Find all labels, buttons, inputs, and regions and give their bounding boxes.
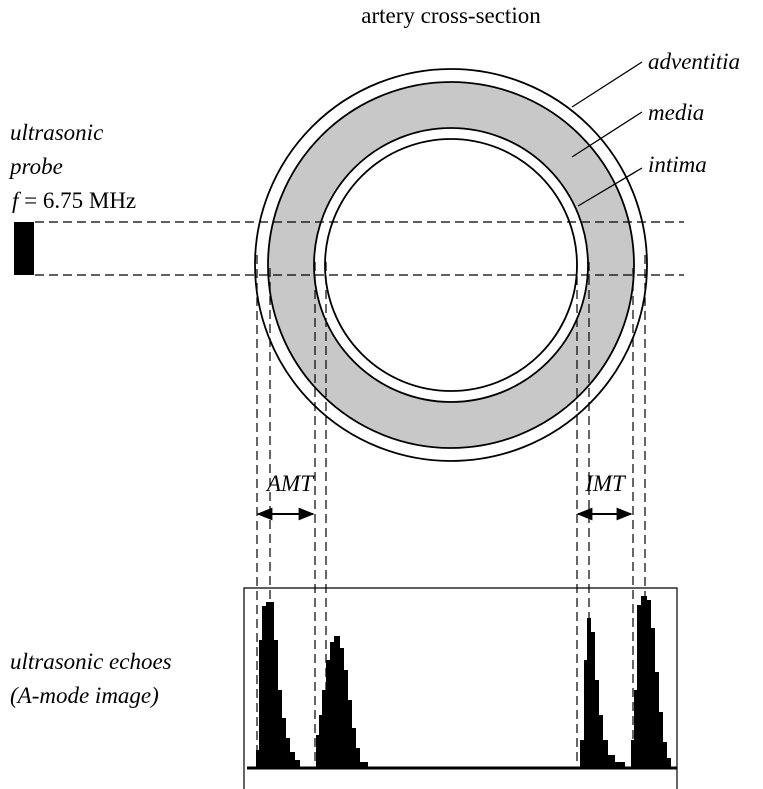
amt-label: AMT [265,471,315,496]
probe-label: ultrasonic [10,120,103,145]
echo-peaks [256,596,671,768]
intima-label: intima [648,152,707,177]
diagram: artery cross-section adventitia media in… [0,0,763,789]
probe [14,222,34,275]
title: artery cross-section [361,3,541,28]
adventitia-label: adventitia [648,49,740,74]
frequency-symbol: f [12,188,22,213]
frequency: f = 6.75 MHz [12,188,136,213]
artery [255,69,647,461]
echoes-label: (A-mode image) [10,683,159,708]
frequency-text: = 6.75 MHz [24,188,136,213]
media-label: media [648,100,704,125]
echoes-label: ultrasonic echoes [10,649,172,674]
probe-label: probe [8,154,63,179]
imt-label: IMT [584,471,627,496]
page: artery cross-section adventitia media in… [0,0,763,789]
